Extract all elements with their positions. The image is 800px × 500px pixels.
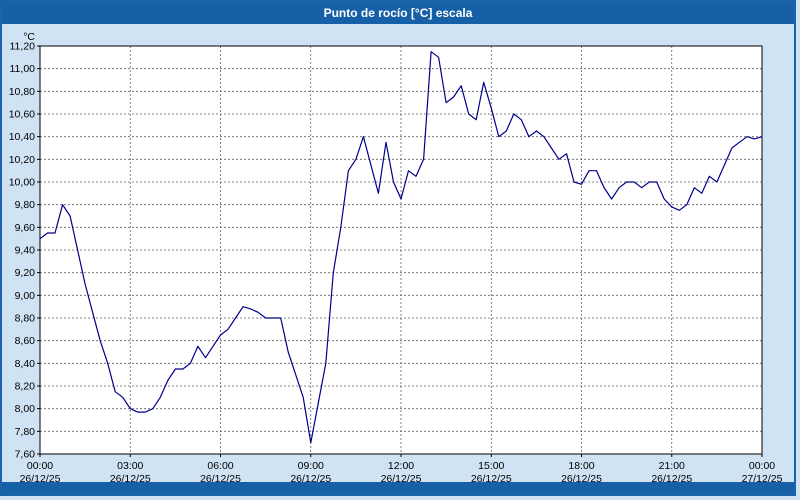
svg-text:10,00: 10,00 (9, 177, 35, 189)
svg-text:06:00: 06:00 (207, 460, 233, 472)
svg-text:12:00: 12:00 (388, 460, 414, 472)
svg-text:10,80: 10,80 (9, 86, 35, 98)
bottom-bar (2, 482, 794, 494)
dew-point-line-chart: 7,60 7,80 8,00 8,20 8,40 8,60 8,80 9,00 9,20 9,40… (9, 31, 783, 485)
svg-text:8,20: 8,20 (15, 381, 36, 393)
svg-text:11,00: 11,00 (10, 63, 36, 75)
title-bar: Punto de rocío [°C] escala (2, 2, 794, 24)
svg-text:15:00: 15:00 (478, 460, 504, 472)
svg-text:9,60: 9,60 (15, 222, 36, 234)
svg-text:00:00: 00:00 (27, 460, 53, 472)
svg-text:8,00: 8,00 (15, 403, 36, 415)
chart-title: Punto de rocío [°C] escala (323, 6, 473, 20)
svg-text:10,60: 10,60 (9, 109, 35, 121)
svg-text:9,80: 9,80 (15, 199, 36, 211)
svg-text:7,80: 7,80 (15, 426, 36, 438)
svg-text:9,40: 9,40 (15, 245, 36, 257)
svg-text:8,80: 8,80 (15, 313, 36, 325)
svg-text:9,00: 9,00 (15, 290, 36, 302)
svg-text:8,40: 8,40 (15, 358, 36, 370)
svg-text:09:00: 09:00 (298, 460, 324, 472)
svg-text:10,40: 10,40 (9, 131, 35, 143)
chart-area: 7,60 7,80 8,00 8,20 8,40 8,60 8,80 9,00 9,20 9,40… (2, 24, 794, 485)
svg-text:11,20: 11,20 (10, 41, 36, 53)
svg-text:10,20: 10,20 (9, 154, 35, 166)
svg-text:°C: °C (23, 31, 35, 43)
svg-text:8,60: 8,60 (15, 335, 36, 347)
svg-text:21:00: 21:00 (659, 460, 685, 472)
svg-text:03:00: 03:00 (117, 460, 143, 472)
svg-text:00:00: 00:00 (749, 460, 775, 472)
svg-text:18:00: 18:00 (568, 460, 594, 472)
svg-text:7,60: 7,60 (15, 449, 36, 461)
svg-text:9,20: 9,20 (15, 267, 36, 279)
